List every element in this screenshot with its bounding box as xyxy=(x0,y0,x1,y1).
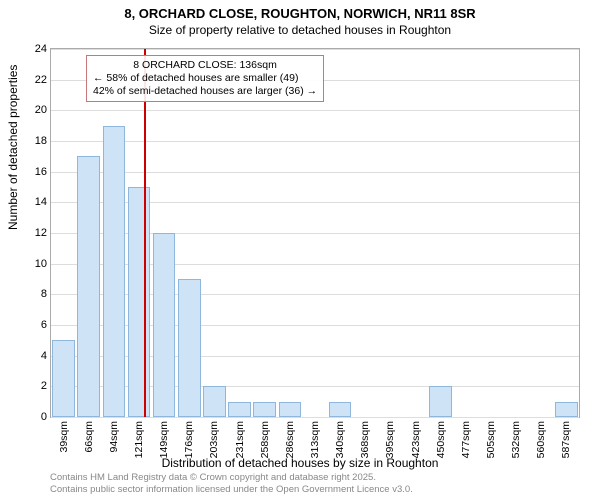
y-tick-label: 20 xyxy=(35,104,47,116)
y-tick-label: 22 xyxy=(35,74,47,86)
title-line2: Size of property relative to detached ho… xyxy=(0,23,600,37)
bar-slot: 395sqm xyxy=(378,49,403,417)
y-tick-label: 0 xyxy=(41,411,47,423)
x-tick-label: 368sqm xyxy=(359,421,371,458)
bar-slot: 587sqm xyxy=(554,49,579,417)
bar-slot: 176sqm xyxy=(177,49,202,417)
y-tick-label: 16 xyxy=(35,166,47,178)
bar xyxy=(153,233,176,417)
x-tick-label: 94sqm xyxy=(108,421,120,453)
bar-slot: 149sqm xyxy=(152,49,177,417)
annotation-line-b: 42% of semi-detached houses are larger (… xyxy=(93,85,317,98)
bar-slot: 313sqm xyxy=(302,49,327,417)
bar-slot: 368sqm xyxy=(353,49,378,417)
bar xyxy=(103,126,126,417)
x-tick-label: 39sqm xyxy=(58,421,70,453)
bar-slot: 532sqm xyxy=(504,49,529,417)
bar-slot: 231sqm xyxy=(227,49,252,417)
bar xyxy=(329,402,352,417)
y-axis-label: Number of detached properties xyxy=(6,65,20,230)
annotation-title: 8 ORCHARD CLOSE: 136sqm xyxy=(93,59,317,72)
y-tick-label: 14 xyxy=(35,196,47,208)
x-tick-label: 340sqm xyxy=(334,421,346,458)
chart-title-block: 8, ORCHARD CLOSE, ROUGHTON, NORWICH, NR1… xyxy=(0,0,600,37)
annotation-box: 8 ORCHARD CLOSE: 136sqm ← 58% of detache… xyxy=(86,55,324,102)
title-line1: 8, ORCHARD CLOSE, ROUGHTON, NORWICH, NR1… xyxy=(0,6,600,21)
x-tick-label: 231sqm xyxy=(234,421,246,458)
x-tick-label: 423sqm xyxy=(410,421,422,458)
x-tick-label: 395sqm xyxy=(384,421,396,458)
y-tick-label: 12 xyxy=(35,227,47,239)
gridline xyxy=(51,417,579,418)
x-tick-label: 477sqm xyxy=(460,421,472,458)
bar-slot: 560sqm xyxy=(529,49,554,417)
x-axis-label: Distribution of detached houses by size … xyxy=(0,456,600,470)
bar-slot: 203sqm xyxy=(202,49,227,417)
reference-line xyxy=(144,49,146,417)
x-tick-label: 505sqm xyxy=(485,421,497,458)
x-tick-label: 121sqm xyxy=(133,421,145,458)
x-tick-label: 176sqm xyxy=(183,421,195,458)
y-tick-label: 18 xyxy=(35,135,47,147)
chart-plot-area: 39sqm66sqm94sqm121sqm149sqm176sqm203sqm2… xyxy=(50,48,580,418)
x-tick-label: 203sqm xyxy=(208,421,220,458)
x-tick-label: 532sqm xyxy=(510,421,522,458)
bar xyxy=(555,402,578,417)
fineprint: Contains HM Land Registry data © Crown c… xyxy=(50,472,413,496)
bar xyxy=(178,279,201,417)
bar-slot: 423sqm xyxy=(403,49,428,417)
bar xyxy=(253,402,276,417)
bar xyxy=(203,386,226,417)
bar xyxy=(77,156,100,417)
y-tick-label: 10 xyxy=(35,258,47,270)
bar xyxy=(228,402,251,417)
x-tick-label: 258sqm xyxy=(259,421,271,458)
x-tick-label: 66sqm xyxy=(83,421,95,453)
x-tick-label: 149sqm xyxy=(158,421,170,458)
y-tick-label: 8 xyxy=(41,288,47,300)
bar xyxy=(128,187,151,417)
x-tick-label: 286sqm xyxy=(284,421,296,458)
bar-slot: 258sqm xyxy=(252,49,277,417)
y-tick-label: 2 xyxy=(41,380,47,392)
x-tick-label: 560sqm xyxy=(535,421,547,458)
bar-slot: 121sqm xyxy=(126,49,151,417)
x-tick-label: 450sqm xyxy=(435,421,447,458)
bar-slot: 66sqm xyxy=(76,49,101,417)
bars-container: 39sqm66sqm94sqm121sqm149sqm176sqm203sqm2… xyxy=(51,49,579,417)
y-tick-label: 24 xyxy=(35,43,47,55)
bar-slot: 39sqm xyxy=(51,49,76,417)
annotation-line-a: ← 58% of detached houses are smaller (49… xyxy=(93,72,317,85)
bar-slot: 450sqm xyxy=(428,49,453,417)
bar-slot: 340sqm xyxy=(328,49,353,417)
bar xyxy=(429,386,452,417)
y-tick-label: 6 xyxy=(41,319,47,331)
bar-slot: 286sqm xyxy=(277,49,302,417)
x-tick-label: 587sqm xyxy=(560,421,572,458)
bar-slot: 505sqm xyxy=(478,49,503,417)
bar-slot: 94sqm xyxy=(101,49,126,417)
fineprint-line1: Contains HM Land Registry data © Crown c… xyxy=(50,472,413,484)
x-tick-label: 313sqm xyxy=(309,421,321,458)
bar xyxy=(279,402,302,417)
bar xyxy=(52,340,75,417)
bar-slot: 477sqm xyxy=(453,49,478,417)
y-tick-label: 4 xyxy=(41,350,47,362)
fineprint-line2: Contains public sector information licen… xyxy=(50,484,413,496)
